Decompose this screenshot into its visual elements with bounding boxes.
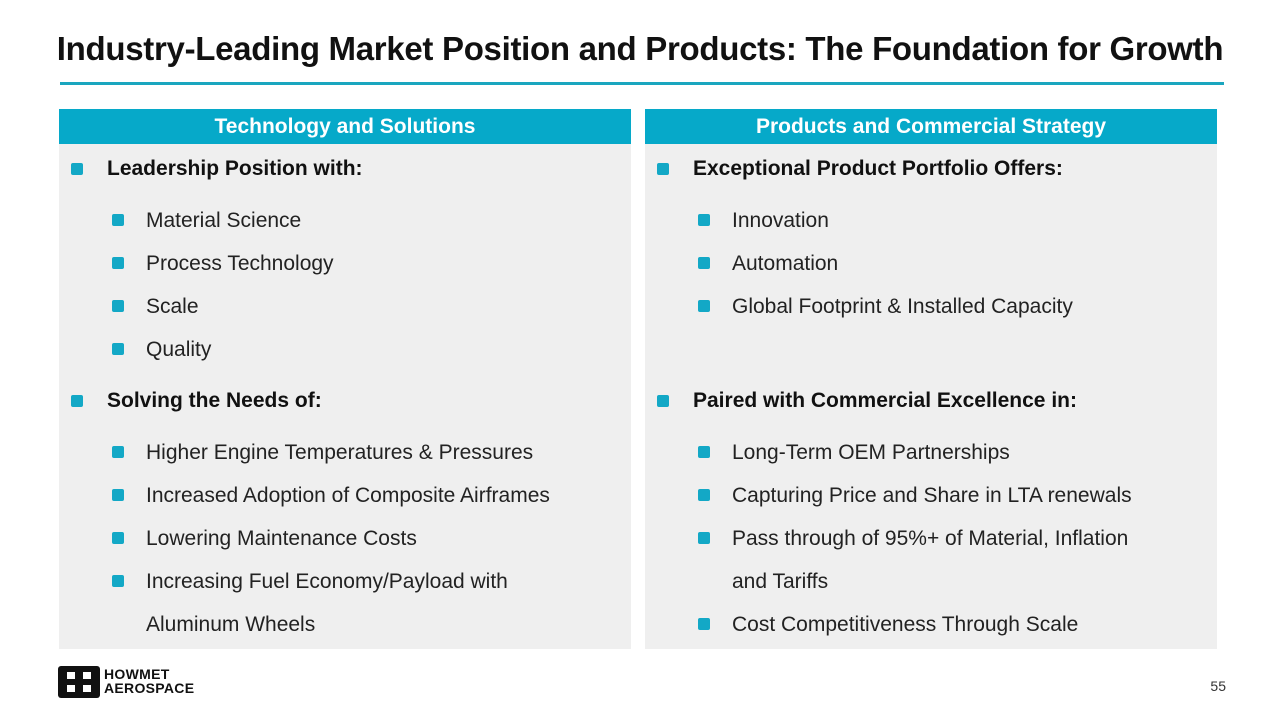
- list-item-text: Material Science: [146, 209, 302, 232]
- list-item-text: Quality: [146, 338, 212, 361]
- page-title: Industry-Leading Market Position and Pro…: [56, 30, 1224, 67]
- list-item-text: Increasing Fuel Economy/Payload with: [146, 570, 508, 593]
- list-item: Increasing Fuel Economy/Payload with: [112, 560, 508, 603]
- bullet-heading: Leadership Position with:: [71, 156, 363, 182]
- bullet-icon: [112, 343, 124, 355]
- list-item: Long-Term OEM Partnerships: [698, 431, 1010, 474]
- howmet-logo-icon: [58, 666, 100, 698]
- list-item-text: Cost Competitiveness Through Scale: [732, 613, 1079, 636]
- bullet-icon: [112, 300, 124, 312]
- page-number: 55: [1210, 678, 1226, 694]
- bullet-icon: [698, 257, 710, 269]
- bullet-icon: [657, 395, 669, 407]
- bullet-icon: [698, 446, 710, 458]
- bullet-heading: Exceptional Product Portfolio Offers:: [657, 156, 1063, 182]
- section-heading: Leadership Position with:: [107, 157, 363, 180]
- list-item-text: Lowering Maintenance Costs: [146, 527, 417, 550]
- bullet-icon: [112, 257, 124, 269]
- list-item: Higher Engine Temperatures & Pressures: [112, 431, 533, 474]
- list-item: Cost Competitiveness Through Scale: [698, 603, 1078, 646]
- list-item: Quality: [112, 328, 211, 371]
- list-item: Lowering Maintenance Costs: [112, 517, 417, 560]
- list-item-continuation: Aluminum Wheels: [146, 603, 315, 646]
- technology-solutions-panel: Technology and Solutions Leadership Posi…: [59, 109, 631, 649]
- section-heading: Exceptional Product Portfolio Offers:: [693, 157, 1063, 180]
- list-item: Innovation: [698, 199, 829, 242]
- bullet-icon: [698, 214, 710, 226]
- bullet-icon: [112, 532, 124, 544]
- bullet-icon: [112, 446, 124, 458]
- bullet-heading: Paired with Commercial Excellence in:: [657, 388, 1077, 414]
- list-item-continuation: and Tariffs: [732, 560, 828, 603]
- bullet-icon: [698, 532, 710, 544]
- bullet-icon: [71, 163, 83, 175]
- logo-line1: HOWMET: [104, 666, 170, 682]
- list-item-text: Automation: [732, 252, 839, 275]
- list-item-text: Higher Engine Temperatures & Pressures: [146, 441, 534, 464]
- left-panel-header: Technology and Solutions: [59, 109, 631, 144]
- bullet-icon: [698, 489, 710, 501]
- list-item: Scale: [112, 285, 199, 328]
- list-item-text: Capturing Price and Share in LTA renewal…: [732, 484, 1132, 507]
- title-divider: [60, 82, 1224, 85]
- bullet-icon: [112, 575, 124, 587]
- list-item-text: Process Technology: [146, 252, 334, 275]
- bullet-icon: [71, 395, 83, 407]
- list-item-text: Innovation: [732, 209, 829, 232]
- list-item: Material Science: [112, 199, 301, 242]
- list-item-text: Aluminum Wheels: [146, 613, 316, 636]
- list-item-text: Global Footprint & Installed Capacity: [732, 295, 1073, 318]
- bullet-icon: [698, 300, 710, 312]
- logo-line2: AEROSPACE: [104, 680, 195, 696]
- bullet-icon: [112, 214, 124, 226]
- list-item-text: Long-Term OEM Partnerships: [732, 441, 1010, 464]
- bullet-icon: [112, 489, 124, 501]
- bullet-icon: [657, 163, 669, 175]
- list-item: Increased Adoption of Composite Airframe…: [112, 474, 550, 517]
- list-item: Pass through of 95%+ of Material, Inflat…: [698, 517, 1128, 560]
- howmet-logo: HOWMET AEROSPACE: [58, 666, 194, 703]
- list-item: Process Technology: [112, 242, 334, 285]
- list-item: Global Footprint & Installed Capacity: [698, 285, 1073, 328]
- logo-wordmark: HOWMET AEROSPACE: [104, 667, 194, 695]
- list-item-text: Increased Adoption of Composite Airframe…: [146, 484, 550, 507]
- list-item-text: Scale: [146, 295, 199, 318]
- section-heading: Solving the Needs of:: [107, 389, 322, 412]
- list-item-text: Pass through of 95%+ of Material, Inflat…: [732, 527, 1129, 550]
- list-item: Automation: [698, 242, 838, 285]
- bullet-icon: [698, 618, 710, 630]
- bullet-heading: Solving the Needs of:: [71, 388, 322, 414]
- list-item-text: and Tariffs: [732, 570, 829, 593]
- right-panel-header: Products and Commercial Strategy: [645, 109, 1217, 144]
- products-commercial-panel: Products and Commercial Strategy Excepti…: [645, 109, 1217, 649]
- list-item: Capturing Price and Share in LTA renewal…: [698, 474, 1132, 517]
- section-heading: Paired with Commercial Excellence in:: [693, 389, 1077, 412]
